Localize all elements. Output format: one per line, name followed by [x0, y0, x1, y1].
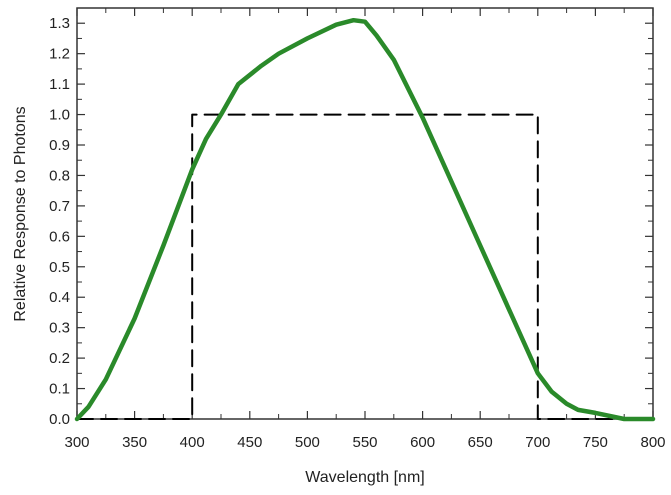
- y-tick-label: 1.0: [49, 107, 70, 124]
- y-tick-label: 0.3: [49, 320, 70, 337]
- x-tick-label: 650: [468, 434, 493, 451]
- y-tick-label: 0.1: [49, 381, 70, 398]
- response-curve-series: [74, 17, 656, 422]
- x-tick-label: 800: [640, 434, 665, 451]
- x-tick-label: 550: [352, 434, 377, 451]
- y-tick-label: 0.0: [49, 411, 70, 428]
- y-tick-label: 0.4: [49, 289, 70, 306]
- x-tick-label: 750: [583, 434, 608, 451]
- y-axis-label: Relative Response to Photons: [12, 106, 29, 321]
- x-tick-label: 450: [237, 434, 262, 451]
- x-axis-label: Wavelength [nm]: [305, 469, 424, 486]
- plot-frame: [76, 7, 654, 420]
- y-tick-label: 0.8: [49, 167, 70, 184]
- y-tick-label: 0.2: [49, 350, 70, 367]
- y-tick-label: 1.3: [49, 15, 70, 32]
- x-tick-label: 400: [180, 434, 205, 451]
- x-tick-label: 600: [410, 434, 435, 451]
- y-tick-label: 0.6: [49, 228, 70, 245]
- x-tick-label: 350: [122, 434, 147, 451]
- y-tick-label: 0.9: [49, 137, 70, 154]
- y-tick-label: 0.5: [49, 259, 70, 276]
- x-tick-label: 300: [64, 434, 89, 451]
- y-tick-label: 0.7: [49, 198, 70, 215]
- y-tick-label: 1.2: [49, 46, 70, 63]
- x-tick-label: 500: [295, 434, 320, 451]
- y-tick-label: 1.1: [49, 76, 70, 93]
- dashed-box-series: [76, 113, 654, 420]
- x-tick-label: 700: [525, 434, 550, 451]
